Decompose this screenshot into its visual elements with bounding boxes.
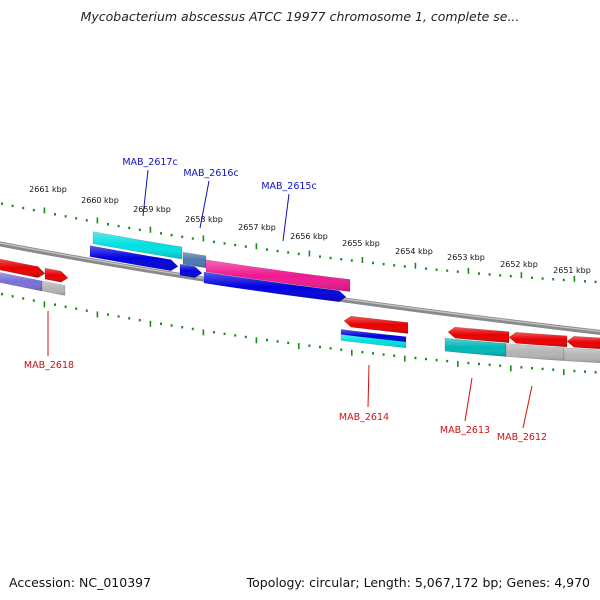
ruler-labels: 2661 kbp 2660 kbp 2659 kbp 2658 kbp 2657 kbp… [29, 185, 591, 275]
gene-label-mab-2618[interactable]: MAB_2618 [24, 311, 74, 371]
gene-label-mab-2617c[interactable]: MAB_2617c [122, 157, 178, 217]
gene-label-mab-2612[interactable]: MAB_2612 [497, 385, 547, 443]
gene-labels[interactable]: MAB_2617c MAB_2616c MAB_2615c MAB_2618 MAB_2… [24, 157, 547, 443]
feature-gray-mab-2612[interactable] [505, 343, 565, 361]
svg-text:MAB_2612: MAB_2612 [497, 432, 547, 443]
gene-label-mab-2614[interactable]: MAB_2614 [339, 364, 389, 423]
feature-red-left-1[interactable] [0, 258, 46, 278]
feature-red-mab-2612[interactable] [508, 332, 568, 348]
gene-label-mab-2616c[interactable]: MAB_2616c [183, 168, 239, 229]
feature-red-mab-2614[interactable] [343, 315, 409, 334]
feature-red-mab-2613[interactable] [447, 326, 510, 343]
feature-blue-mab-2616c[interactable] [179, 263, 203, 278]
feature-blue-mab-2615c[interactable] [203, 271, 347, 302]
feature-gray-right[interactable] [563, 347, 600, 364]
ruler-label: 2652 kbp [500, 260, 538, 269]
ruler-label: 2653 kbp [447, 253, 485, 262]
svg-text:MAB_2616c: MAB_2616c [183, 168, 238, 179]
genome-summary-text: Topology: circular; Length: 5,067,172 bp… [246, 575, 590, 590]
feature-pink-mab-2615c[interactable] [205, 259, 351, 292]
feature-red-left-2[interactable] [44, 267, 69, 283]
ruler-label: 2657 kbp [238, 223, 276, 232]
ruler-label: 2661 kbp [29, 185, 67, 194]
feature-blue-mab-2617c[interactable] [89, 245, 179, 271]
svg-text:MAB_2617c: MAB_2617c [122, 157, 177, 168]
feature-cyan-mab-2614[interactable] [340, 334, 407, 349]
outer-ruler-ticks [1, 202, 597, 284]
inner-ruler-ticks [1, 292, 597, 376]
gene-label-mab-2613[interactable]: MAB_2613 [440, 377, 490, 436]
ruler-label: 2660 kbp [81, 196, 119, 205]
ruler-label: 2658 kbp [185, 215, 223, 224]
ruler-label: 2659 kbp [133, 205, 171, 214]
ruler-label: 2651 kbp [553, 266, 591, 275]
ruler-label: 2655 kbp [342, 239, 380, 248]
ruler-label: 2656 kbp [290, 232, 328, 241]
gene-features[interactable] [0, 231, 600, 364]
feature-cyan-mab-2617c[interactable] [92, 231, 183, 260]
svg-text:MAB_2615c: MAB_2615c [261, 181, 316, 192]
svg-text:MAB_2618: MAB_2618 [24, 360, 74, 371]
feature-gray-left[interactable] [41, 280, 66, 296]
accession-text: Accession: NC_010397 [9, 575, 152, 590]
map-title: Mycobacterium abscessus ATCC 19977 chrom… [80, 9, 520, 24]
gene-label-mab-2615c[interactable]: MAB_2615c [261, 181, 317, 242]
ruler-label: 2654 kbp [395, 247, 433, 256]
feature-red-right[interactable] [566, 336, 600, 350]
feature-steel-mab-2616c[interactable] [182, 251, 207, 269]
svg-text:MAB_2613: MAB_2613 [440, 425, 490, 436]
feature-teal-mab-2613[interactable] [444, 337, 507, 357]
svg-text:MAB_2614: MAB_2614 [339, 412, 389, 423]
feature-lavender-left[interactable] [0, 271, 43, 292]
